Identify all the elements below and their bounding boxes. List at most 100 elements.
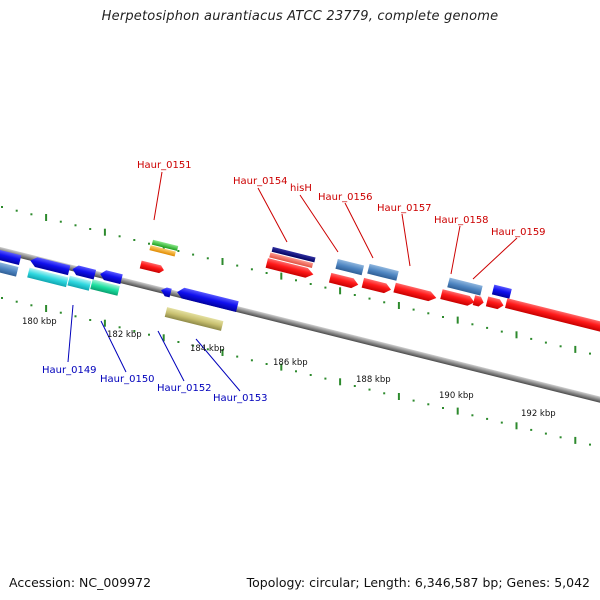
tick-lower-27	[397, 393, 400, 400]
gene-hish[interactable]	[335, 259, 365, 276]
gene-haur-0149[interactable]	[27, 267, 69, 288]
leader-haur-0158	[450, 225, 461, 275]
tick-lower-25	[368, 388, 371, 391]
leader-haur-0159	[472, 237, 518, 280]
tick-lower-39	[574, 436, 577, 444]
gene-left-3[interactable]	[71, 264, 97, 280]
label-haur-0149: Haur_0149	[42, 365, 97, 376]
tick-lower-15	[221, 349, 224, 356]
tick-lower-13	[192, 344, 195, 347]
tick-lower-14	[206, 348, 209, 351]
tick-upper-30	[442, 316, 444, 318]
gene-haur-0150-b[interactable]	[90, 279, 120, 296]
tick-lower-34	[500, 421, 503, 424]
tick-upper-0	[1, 206, 3, 208]
tick-lower-23	[339, 378, 342, 386]
gene-left-steel[interactable]	[0, 259, 19, 277]
tick-upper-38	[559, 345, 562, 348]
gene-left-2[interactable]	[29, 256, 71, 276]
label-haur-0154: Haur_0154	[233, 176, 288, 187]
gene-haur-0158-a[interactable]	[440, 289, 475, 307]
tick-lower-28	[412, 399, 415, 402]
gene-haur-0152[interactable]	[160, 286, 172, 298]
tick-upper-35	[515, 331, 518, 339]
gene-haur-0159-a[interactable]	[485, 296, 505, 311]
scale-label-186: 186 kbp	[273, 358, 308, 368]
tick-upper-12	[177, 250, 180, 252]
gene-left-4[interactable]	[99, 269, 123, 285]
tick-marks-upper	[1, 206, 591, 355]
tick-marks-lower	[1, 297, 591, 446]
gene-feature-green[interactable]	[151, 239, 179, 251]
gene-haur-0159[interactable]	[491, 284, 512, 299]
gene-feature-salmon[interactable]	[269, 252, 314, 268]
tick-lower-17	[250, 359, 253, 362]
tick-upper-29	[427, 312, 430, 315]
tick-upper-26	[383, 301, 386, 304]
leader-haur-0152	[157, 330, 185, 382]
label-haur-0159: Haur_0159	[491, 227, 546, 238]
tick-upper-5	[74, 224, 77, 227]
tick-lower-10	[148, 333, 150, 336]
label-haur-0157: Haur_0157	[377, 203, 432, 214]
gene-haur-0156-b[interactable]	[361, 277, 393, 295]
tick-lower-33	[486, 417, 489, 420]
label-haur-0153: Haur_0153	[213, 393, 268, 404]
tick-upper-4	[59, 220, 62, 223]
tick-upper-34	[500, 330, 503, 333]
tick-lower-3	[45, 305, 48, 312]
tick-lower-29	[427, 403, 430, 406]
tick-lower-38	[559, 436, 562, 439]
gene-feature-orange[interactable]	[149, 245, 176, 257]
gene-haur-0159-b[interactable]	[504, 298, 600, 341]
tick-upper-28	[412, 308, 415, 311]
tick-lower-9	[133, 330, 136, 332]
leader-haur-0153	[195, 338, 241, 392]
tick-lower-31	[456, 407, 459, 415]
gene-feature-navy[interactable]	[271, 246, 316, 263]
topology-text: Topology: circular; Length: 6,346,587 bp…	[246, 575, 590, 590]
tick-upper-22	[324, 286, 327, 289]
tick-upper-19	[280, 272, 283, 280]
gene-haur-0154[interactable]	[265, 258, 315, 279]
gene-haur-0152-b[interactable]	[176, 286, 239, 312]
gene-haur-0158[interactable]	[447, 277, 483, 296]
gene-haur-0158-b[interactable]	[472, 295, 485, 307]
tick-lower-40	[589, 443, 591, 446]
tick-upper-31	[456, 316, 459, 324]
tick-lower-36	[530, 428, 533, 431]
tick-upper-7	[103, 228, 106, 236]
tick-upper-18	[265, 272, 268, 274]
tick-upper-16	[236, 264, 239, 267]
tick-upper-9	[133, 239, 136, 241]
tick-lower-22	[324, 377, 327, 380]
tick-upper-2	[30, 213, 33, 216]
tick-lower-35	[515, 422, 518, 430]
tick-upper-21	[309, 283, 312, 285]
leader-haur-0154	[257, 187, 288, 243]
tick-upper-25	[368, 297, 371, 300]
gene-haur-0156[interactable]	[367, 263, 399, 281]
accession-text: Accession: NC_009972	[9, 575, 152, 590]
scale-label-184: 184 kbp	[190, 344, 225, 354]
gene-haur-0153[interactable]	[164, 307, 224, 331]
tick-lower-11	[162, 334, 165, 342]
tick-lower-20	[295, 370, 297, 373]
gene-haur-0156-a[interactable]	[328, 272, 360, 290]
genome-backbone	[0, 242, 600, 413]
gene-haur-0157[interactable]	[393, 282, 437, 303]
gene-haur-0151[interactable]	[139, 260, 165, 275]
tick-upper-36	[530, 337, 533, 340]
leader-haur-0149	[67, 304, 74, 363]
tick-upper-20	[295, 279, 297, 282]
tick-lower-2	[30, 304, 33, 307]
tick-lower-1	[15, 300, 18, 303]
scale-label-192: 192 kbp	[521, 409, 556, 419]
tick-lower-6	[89, 319, 92, 321]
tick-lower-16	[236, 355, 239, 358]
gene-haur-0150[interactable]	[67, 275, 92, 291]
tick-upper-8	[118, 235, 121, 238]
scale-label-180: 180 kbp	[22, 317, 57, 327]
gene-left-1[interactable]	[0, 248, 22, 266]
